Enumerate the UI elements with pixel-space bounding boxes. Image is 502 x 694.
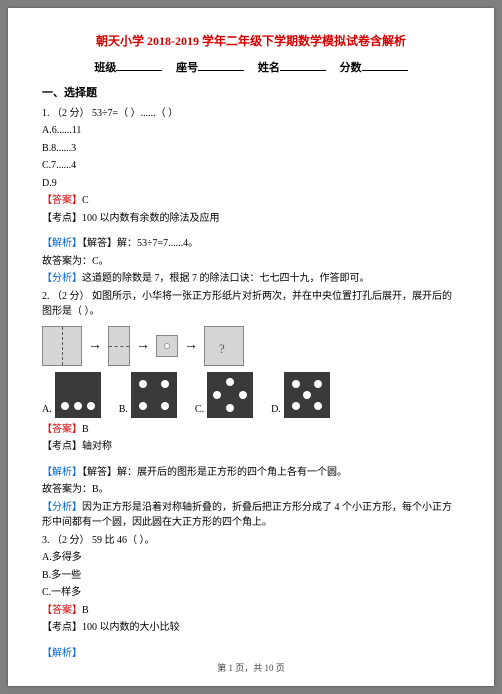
q2-analysis-row: 【分析】因为正方形是沿着对称轴折叠的，折叠后把正方形分成了 4 个小正方形，每个… (42, 500, 460, 531)
fold-diagram: → → → ? (42, 326, 460, 366)
fold-step1 (42, 326, 82, 366)
point-label: 【考点】 (42, 441, 82, 452)
score-blank (362, 59, 408, 71)
q1-stem: 1. （2 分） 53÷7=（ ）......（ ） (42, 106, 460, 122)
arrow-icon: → (136, 335, 150, 357)
hole-icon (164, 343, 170, 349)
page-footer: 第 1 页，共 10 页 (8, 662, 494, 676)
answer-label: 【答案】 (42, 605, 82, 616)
arrow-icon: → (88, 335, 102, 357)
q1-optA: A.6......11 (42, 123, 460, 139)
score-label: 分数 (340, 62, 362, 74)
q2-analysis: 因为正方形是沿着对称轴折叠的，折叠后把正方形分成了 4 个小正方形，每个小正方形… (42, 502, 452, 529)
q3-stem: 3. （2 分） 59 比 46（ ）。 (42, 533, 460, 549)
exam-page: 朝天小学 2018-2019 学年二年级下学期数学模拟试卷含解析 班级 座号 姓… (8, 8, 494, 686)
q3-explain-row: 【解析】 (42, 646, 460, 662)
q2-optA: A. (42, 372, 101, 418)
q2-answer-row: 【答案】B (42, 422, 460, 438)
class-blank (116, 59, 162, 71)
analysis-label: 【分析】 (42, 273, 82, 284)
fold-step2 (108, 326, 130, 366)
optA-figure (55, 372, 101, 418)
q1-point-row: 【考点】100 以内数有余数的除法及应用 (42, 211, 460, 227)
q1-point: 100 以内数有余数的除法及应用 (82, 213, 220, 224)
q1-explain-row: 【解析】【解答】解：53÷7=7......4。 (42, 236, 460, 252)
section-heading: 一、选择题 (42, 85, 460, 102)
q1-analysis-row: 【分析】这道题的除数是 7，根据 7 的除法口诀：七七四十九，作答即可。 (42, 271, 460, 287)
q2-optB: B. (119, 372, 177, 418)
q3-answer-row: 【答案】B (42, 603, 460, 619)
name-label: 姓名 (258, 62, 280, 74)
q2-optC: C. (195, 372, 253, 418)
explain-label: 【解析】 (42, 238, 82, 249)
spacer (42, 457, 460, 463)
q2-optD: D. (271, 372, 330, 418)
explain-label: 【解析】 (42, 467, 82, 478)
optB-figure (131, 372, 177, 418)
optA-label: A. (42, 402, 52, 418)
fold-step4: ? (204, 326, 244, 366)
q1-answer: C (82, 195, 89, 206)
q3-optC: C.一样多 (42, 585, 460, 601)
page-title: 朝天小学 2018-2019 学年二年级下学期数学模拟试卷含解析 (42, 32, 460, 51)
info-row: 班级 座号 姓名 分数 (42, 59, 460, 77)
seat-blank (198, 59, 244, 71)
question-mark: ? (219, 339, 225, 359)
seat-label: 座号 (176, 62, 198, 74)
name-blank (280, 59, 326, 71)
class-label: 班级 (94, 62, 116, 74)
point-label: 【考点】 (42, 213, 82, 224)
q3-point: 100 以内数的大小比较 (82, 622, 180, 633)
arrow-icon: → (184, 335, 198, 357)
spacer (42, 228, 460, 234)
q3-point-row: 【考点】100 以内数的大小比较 (42, 620, 460, 636)
answer-label: 【答案】 (42, 195, 82, 206)
q2-explain: 【解答】解：展开后的图形是正方形的四个角上各有一个圆。 (82, 467, 347, 478)
q1-explain: 【解答】解：53÷7=7......4。 (82, 238, 198, 249)
analysis-label: 【分析】 (42, 502, 82, 513)
spacer (42, 638, 460, 644)
q3-answer: B (82, 605, 89, 616)
q2-answer: B (82, 424, 89, 435)
q1-optC: C.7......4 (42, 158, 460, 174)
optD-figure (284, 372, 330, 418)
q2-stem: 2. （2 分） 如图所示，小华将一张正方形纸片对折两次，并在中央位置打孔后展开… (42, 289, 460, 320)
explain-label: 【解析】 (42, 648, 82, 659)
q2-conclude: 故答案为：B。 (42, 482, 460, 498)
point-label: 【考点】 (42, 622, 82, 633)
answer-label: 【答案】 (42, 424, 82, 435)
optD-label: D. (271, 402, 281, 418)
fold-step3 (156, 335, 178, 357)
q2-explain-row: 【解析】【解答】解：展开后的图形是正方形的四个角上各有一个圆。 (42, 465, 460, 481)
q1-optD: D.9 (42, 176, 460, 192)
optC-figure (207, 372, 253, 418)
q1-analysis: 这道题的除数是 7，根据 7 的除法口诀：七七四十九，作答即可。 (82, 273, 370, 284)
q3-optA: A.多得多 (42, 550, 460, 566)
optC-label: C. (195, 402, 204, 418)
q1-answer-row: 【答案】C (42, 193, 460, 209)
q2-point: 轴对称 (82, 441, 112, 452)
q2-options: A. B. C. D. (42, 372, 460, 418)
optB-label: B. (119, 402, 128, 418)
q1-optB: B.8......3 (42, 141, 460, 157)
q3-optB: B.多一些 (42, 568, 460, 584)
q2-point-row: 【考点】轴对称 (42, 439, 460, 455)
q1-conclude: 故答案为：C。 (42, 254, 460, 270)
